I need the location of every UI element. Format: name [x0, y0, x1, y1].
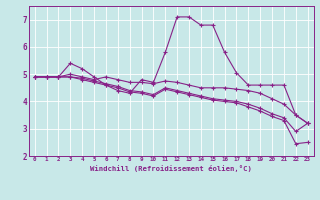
X-axis label: Windchill (Refroidissement éolien,°C): Windchill (Refroidissement éolien,°C): [90, 165, 252, 172]
